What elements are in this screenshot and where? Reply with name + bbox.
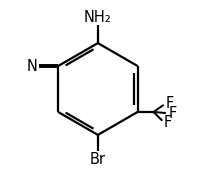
Text: F: F — [164, 115, 172, 130]
Text: F: F — [166, 96, 174, 111]
Text: F: F — [168, 106, 177, 121]
Text: Br: Br — [90, 152, 106, 167]
Text: N: N — [26, 59, 37, 74]
Text: NH₂: NH₂ — [84, 10, 112, 25]
